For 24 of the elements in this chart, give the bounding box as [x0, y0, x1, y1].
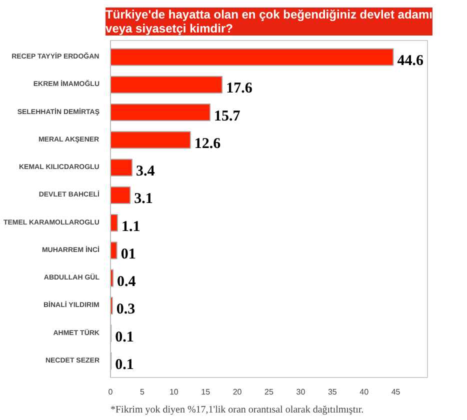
x-tick-label: 40	[360, 388, 370, 396]
data-label: 3.1	[134, 191, 153, 208]
data-label: 1.1	[121, 218, 140, 235]
data-label: 0.1	[115, 329, 134, 346]
data-label: 15.7	[214, 108, 241, 124]
data-label: 0.3	[116, 302, 136, 318]
x-tick-label: 10	[169, 388, 179, 396]
text: *Fikrim yok diyen %17,1'lik oran orantısal olarak dağıtılmıştır.	[110, 404, 364, 416]
data-label: 12.6	[194, 136, 222, 152]
x-tick-label: 0	[108, 388, 114, 396]
data-label: 3.4	[136, 164, 156, 180]
x-tick-label: 20	[232, 388, 242, 396]
data-label: 17.6	[226, 80, 253, 97]
data-label: 01	[120, 246, 136, 262]
x-tick-label: 30	[296, 388, 306, 396]
data-label: 44.6	[397, 53, 424, 70]
x-tick-label: 5	[140, 388, 145, 396]
x-tick-label: 15	[201, 388, 211, 396]
x-tick-label: 25	[264, 388, 274, 396]
data-label: 0.4	[117, 274, 136, 290]
chart-title: Türkiye'de hayatta olan en çok beğendiğiniz devlet adamı veya siyasetçi kimdir?	[106, 8, 432, 36]
x-tick-label: 45	[391, 388, 401, 396]
data-label: 0.1	[115, 356, 134, 373]
x-tick-label: 35	[328, 388, 338, 396]
